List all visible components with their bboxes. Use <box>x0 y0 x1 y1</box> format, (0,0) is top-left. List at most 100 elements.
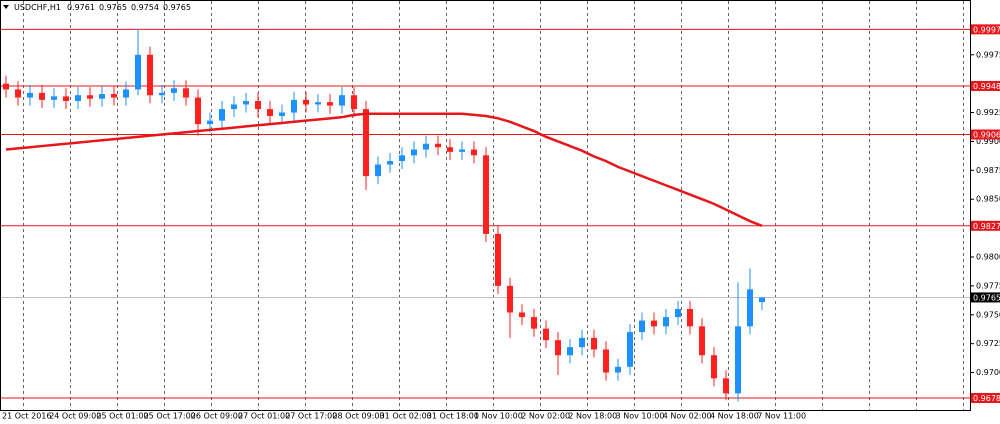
candle-body <box>459 149 465 152</box>
header-value: 0.9761 <box>67 3 95 12</box>
candle-body <box>747 289 753 327</box>
x-tick-label: 3 Nov 10:00 <box>616 412 665 421</box>
candle-body <box>483 155 489 234</box>
candle-body <box>159 92 165 96</box>
candle-body <box>195 97 201 125</box>
candle-body <box>183 88 189 98</box>
last-price-label: 0.9765 <box>973 293 1000 302</box>
x-tick-label: 26 Oct 09:00 <box>191 412 243 421</box>
x-tick-label: 24 Oct 09:00 <box>49 412 101 421</box>
x-tick-label: 28 Oct 09:00 <box>332 412 384 421</box>
candle-body <box>255 100 261 110</box>
candle-body <box>63 96 69 101</box>
candle-body <box>507 285 513 313</box>
candle-body <box>123 89 129 98</box>
level-label: 0.9678 <box>973 394 1000 403</box>
header-value: 0.9765 <box>163 3 191 12</box>
candle-body <box>651 320 657 327</box>
candle-body <box>411 149 417 156</box>
x-tick-label: 7 Nov 11:00 <box>757 412 806 421</box>
candle-body <box>303 99 309 105</box>
y-tick-label: 0.9925 <box>976 108 1000 117</box>
candle-body <box>591 337 597 350</box>
candle-body <box>15 89 21 98</box>
candle-body <box>423 143 429 150</box>
candle-body <box>279 112 285 117</box>
x-tick-label: 25 Oct 01:00 <box>96 412 148 421</box>
candle-body <box>447 147 453 152</box>
candle-body <box>735 326 741 394</box>
level-label: 0.9906 <box>973 131 1000 140</box>
title-arrow <box>3 5 9 9</box>
level-label: 0.9997 <box>973 25 1000 34</box>
x-tick-label: 21 Oct 2016 <box>2 412 51 421</box>
candle-body <box>543 328 549 341</box>
candle-body <box>99 94 105 99</box>
candle-body <box>135 54 141 90</box>
candle-body <box>519 312 525 318</box>
candle-body <box>399 155 405 162</box>
candle-body <box>387 161 393 165</box>
y-tick-label: 0.9725 <box>976 339 1000 348</box>
candle-body <box>495 233 501 286</box>
candle-body <box>327 102 333 106</box>
x-tick-label: 25 Oct 17:00 <box>144 412 196 421</box>
y-tick-label: 0.9975 <box>976 50 1000 59</box>
level-label-box <box>971 220 1000 231</box>
candle-body <box>723 378 729 394</box>
level-label-box <box>971 392 1000 403</box>
candle-body <box>711 355 717 379</box>
candle-body <box>207 120 213 125</box>
candle-body <box>603 349 609 373</box>
candle-body <box>27 92 33 98</box>
x-tick-label: 27 Oct 17:00 <box>285 412 337 421</box>
candle-body <box>375 164 381 177</box>
level-label-box <box>971 129 1000 140</box>
chart-title: USDCHF,H1 0.9761 0.9765 0.9754 0.9765 <box>14 3 191 12</box>
symbol: USDCHF,H1 <box>14 3 61 12</box>
level-label: 0.9827 <box>973 222 1000 231</box>
x-tick-label: 2 Nov 02:00 <box>521 412 570 421</box>
candle-body <box>87 95 93 99</box>
candle-body <box>363 109 369 177</box>
x-tick-label: 2 Nov 18:00 <box>568 412 617 421</box>
candle-body <box>51 96 57 100</box>
candle-body <box>699 326 705 356</box>
candle-body <box>627 332 633 367</box>
candle-body <box>267 109 273 117</box>
candle-body <box>315 102 321 105</box>
level-label-box <box>971 24 1000 35</box>
candle-body <box>759 297 765 303</box>
candle-body <box>675 309 681 318</box>
candle-body <box>243 100 249 105</box>
y-tick-label: 0.9875 <box>976 166 1000 175</box>
candle-body <box>219 109 225 121</box>
moving-average <box>5 112 763 227</box>
last-price-box <box>971 292 1000 303</box>
candle-body <box>435 143 441 148</box>
x-tick-label: 1 Nov 10:00 <box>474 412 523 421</box>
candle-body <box>639 320 645 333</box>
candle-body <box>39 92 45 100</box>
y-tick-label: 0.9775 <box>976 281 1000 290</box>
candle-body <box>567 347 573 356</box>
candle-body <box>579 337 585 348</box>
candle-body <box>471 149 477 156</box>
candle-body <box>687 309 693 327</box>
header-value: 0.9754 <box>131 3 159 12</box>
x-tick-label: 4 Nov 18:00 <box>710 412 759 421</box>
candle-body <box>231 104 237 110</box>
x-tick-label: 31 Oct 02:00 <box>380 412 432 421</box>
candle-body <box>111 94 117 98</box>
candle-body <box>3 83 9 90</box>
x-tick-label: 31 Oct 18:00 <box>427 412 479 421</box>
level-label: 0.9948 <box>973 82 1000 91</box>
candle-body <box>171 88 177 93</box>
